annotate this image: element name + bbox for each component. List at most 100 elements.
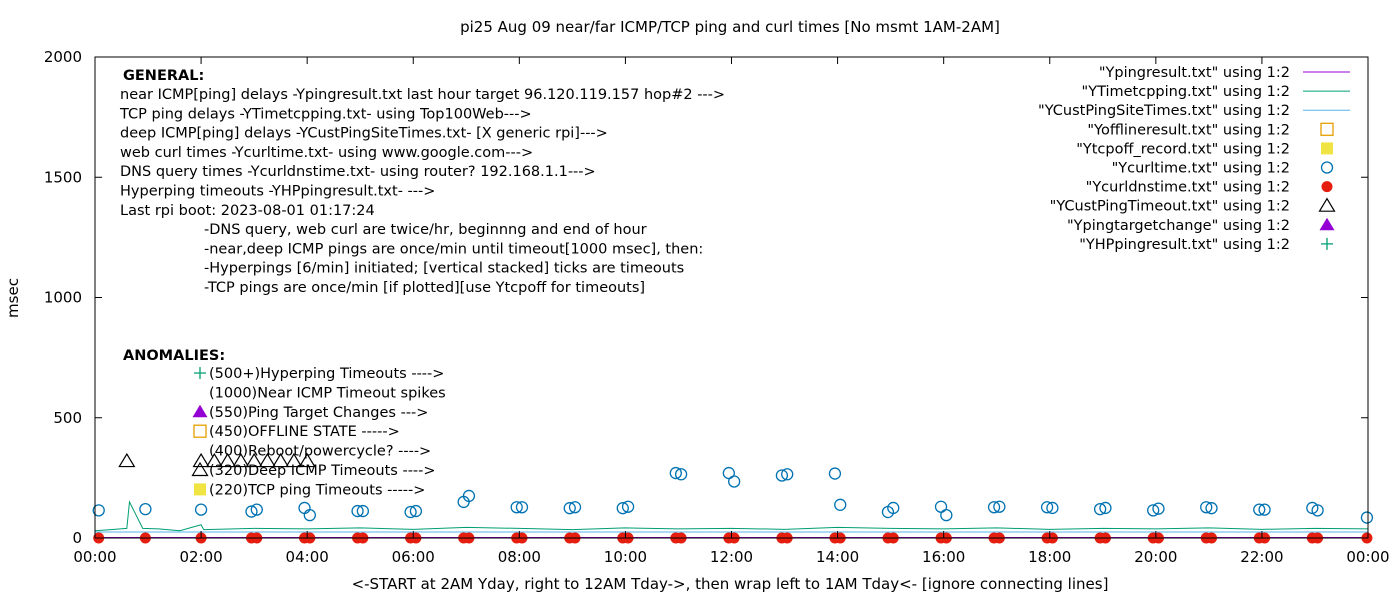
y-ticks: 0 500 1000 1500 2000 [44,48,1368,547]
chart-title: pi25 Aug 09 near/far ICMP/TCP ping and c… [460,18,1000,36]
data-point [669,466,682,480]
data-point [563,502,576,515]
data-point [1360,511,1374,524]
anomaly-marker [193,424,207,438]
data-point [1093,502,1107,516]
x-tick-label: 06:00 [392,548,435,566]
legend-swatch [1319,217,1335,231]
data-point [1147,504,1160,517]
data-point [194,503,208,516]
data-point [258,452,276,468]
series-1 [94,500,1369,532]
x-tick-label: 00:00 [73,548,116,566]
data-point [404,505,417,519]
legend-label: "Ypingresult.txt" using 1:2 [1099,65,1290,81]
legend-label: "Ypingtargetchange" using 1:2 [1067,218,1290,234]
data-point [219,452,237,468]
anomaly-item: (550)Ping Target Changes ---> [209,405,428,421]
x-tick-label: 16:00 [922,548,965,566]
anomaly-marker [192,404,208,418]
general-line: TCP ping delays -YTimetcpping.txt- using… [119,106,532,122]
general-notes: -DNS query, web curl are twice/hr, begin… [204,222,703,296]
legend-label: "YCustPingSiteTimes.txt" using 1:2 [1038,103,1290,119]
anomaly-marker [191,461,209,477]
data-point [272,452,290,468]
data-point [303,509,316,522]
x-tick-label: 18:00 [1028,548,1071,566]
anomaly-items: (500+)Hyperping Timeouts ----> (1000)Near… [191,366,446,498]
general-line: deep ICMP[ping] delays -YCustPingSiteTim… [120,126,608,142]
anomaly-item: (500+)Hyperping Timeouts ----> [209,366,444,382]
x-tick-label: 14:00 [816,548,859,566]
legend-label: "Yofflineresult.txt" using 1:2 [1087,122,1290,138]
general-heading: GENERAL: [123,68,204,84]
data-point [934,500,948,513]
data-point [993,500,1006,513]
data-point [409,504,423,518]
data-point [232,452,250,468]
anomaly-item: (320)Deep ICMP Timeouts ----> [209,463,436,479]
general-line: near ICMP[ping] delays -Ypingresult.txt … [120,87,725,103]
general-line: Last rpi boot: 2023-08-01 01:17:24 [120,203,375,219]
y-tick-label: 2000 [44,48,82,66]
data-point [92,504,105,517]
anomaly-item: (1000)Near ICMP Timeout spikes [209,385,446,401]
general-note: -DNS query, web curl are twice/hr, begin… [204,222,647,238]
data-point [1258,503,1271,516]
general-note: -near,deep ICMP pings are once/min until… [204,241,703,257]
anomaly-item: (400)Reboot/powercycle? ----> [209,444,431,460]
data-point [1040,501,1054,514]
plot-area: 00:00 02:00 04:00 06:00 08:00 10:00 12:00 14:00… [44,48,1390,566]
series-line [94,500,1369,532]
x-tick-label: 10:00 [604,548,647,566]
y-tick-label: 1000 [44,289,82,307]
x-tick-label: 00:00 [1346,548,1389,566]
data-point [828,467,842,480]
data-point [285,452,303,468]
series-7 [118,452,316,468]
legend-swatch [1321,181,1333,193]
general-line: web curl times -Ycurltime.txt- using www… [120,145,533,161]
x-axis-label: <-START at 2AM Yday, right to 12AM Tday-… [352,575,1109,593]
data-point [510,501,523,514]
legend-label: "YHPpingresult.txt" using 1:2 [1079,237,1290,253]
data-point [462,489,476,503]
data-point [192,452,210,468]
x-tick-label: 02:00 [179,548,222,566]
general-note: -TCP pings are once/min [if plotted][use… [204,280,645,296]
data-point [834,498,847,511]
anomaly-marker [194,483,206,496]
legend-swatch [1318,197,1336,212]
data-point [674,468,688,481]
data-point [1205,502,1218,515]
anomaly-item: (450)OFFLINE STATE -----> [209,424,400,440]
legend-label: "Ycurltime.txt" using 1:2 [1112,161,1290,177]
legend-swatch [1320,122,1334,136]
legend-swatch [1321,142,1333,155]
data-point [621,500,635,513]
legend-label: "Ycurldnstime.txt" using 1:2 [1086,180,1290,196]
legend-label: "Ytcpoff_record.txt" using 1:2 [1076,141,1290,157]
y-tick-label: 0 [72,529,82,547]
legend: "Ypingresult.txt" using 1:2 "YTimetcpping… [1038,65,1350,253]
data-point [1046,501,1059,515]
data-point [298,452,316,468]
data-point [515,501,529,514]
general-annotation: GENERAL: near ICMP[ping] delays -Ypingre… [119,68,725,296]
legend-label: "YCustPingTimeout.txt" using 1:2 [1050,199,1290,215]
data-point [356,504,370,518]
data-point [775,469,789,482]
data-point [245,452,263,468]
y-tick-label: 1500 [44,168,82,186]
data-point [887,501,900,515]
x-tick-label: 20:00 [1134,548,1177,566]
data-point [987,501,1001,514]
data-point [1200,501,1213,514]
data-point [1099,501,1112,515]
data-point [940,509,953,522]
data-point [728,475,741,488]
anomalies-heading: ANOMALIES: [123,348,225,364]
x-tick-label: 08:00 [498,548,541,566]
data-point [245,505,258,518]
